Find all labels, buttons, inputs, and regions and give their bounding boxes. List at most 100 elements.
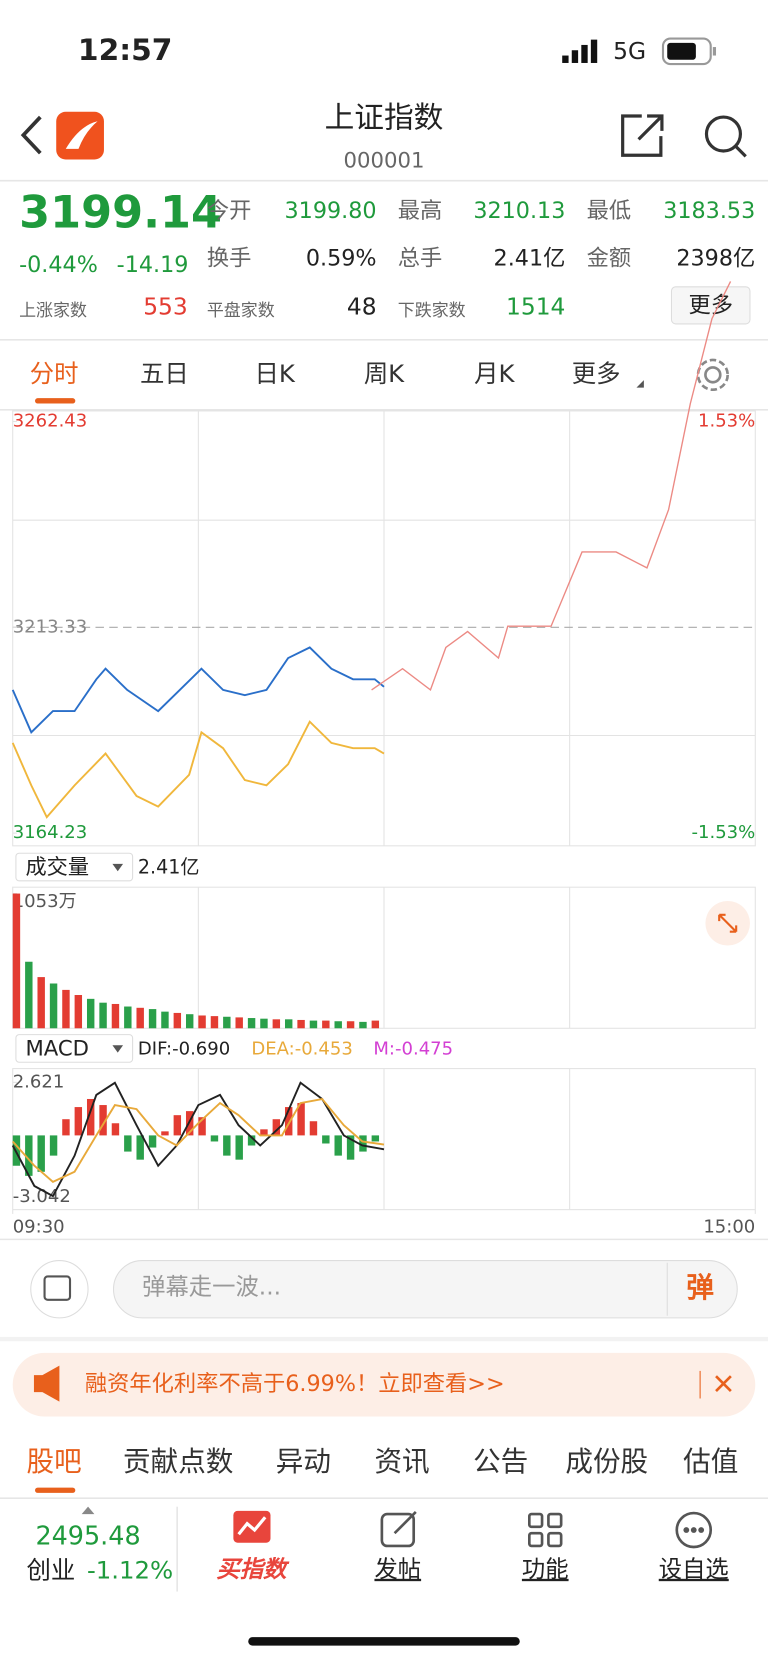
volume-bar — [37, 977, 45, 1029]
back-button[interactable] — [20, 115, 42, 155]
chart-tab[interactable]: 更多 — [572, 359, 621, 388]
buy-icon — [233, 1510, 271, 1543]
chart-frame — [12, 410, 756, 1211]
field-value: 3210.13 — [473, 198, 565, 224]
field-label: 今开 — [207, 198, 252, 224]
x-tick-label: 09:30 — [13, 1217, 65, 1238]
section-tab[interactable]: 估值 — [683, 1445, 738, 1478]
field-label: 换手 — [207, 246, 252, 272]
volume-bar — [111, 1003, 120, 1029]
chart-tab[interactable]: 日K — [255, 359, 296, 388]
chart-tab[interactable]: 分时 — [30, 359, 79, 388]
breadth-label: 下跌家数 — [398, 301, 466, 321]
search-button[interactable] — [704, 115, 747, 158]
field-value: 3199.80 — [284, 198, 376, 224]
volume-bar — [223, 1016, 231, 1029]
volume-bar — [334, 1021, 342, 1029]
section-tab[interactable]: 股吧 — [27, 1445, 82, 1478]
nav-item[interactable]: 功能 — [522, 1555, 569, 1583]
share-button[interactable] — [621, 114, 664, 157]
index-change: -1.12% — [87, 1555, 173, 1584]
chart-tab[interactable]: 五日 — [140, 359, 189, 388]
volume-bar — [359, 1021, 367, 1029]
comment-input[interactable] — [112, 1260, 738, 1319]
post-icon — [380, 1511, 417, 1548]
section-tab[interactable]: 公告 — [473, 1445, 528, 1478]
nav-item[interactable]: 设自选 — [659, 1555, 729, 1583]
breadth-label: 平盘家数 — [207, 301, 275, 321]
macd-bar — [309, 1121, 318, 1136]
volume-bar — [173, 1012, 182, 1029]
volume-bar — [185, 1014, 194, 1029]
chart-tab[interactable]: 月K — [474, 359, 515, 388]
more-label: 更多 — [688, 292, 733, 318]
volume-bar — [161, 1011, 169, 1029]
expand-button[interactable] — [705, 900, 750, 946]
field-value: 2.41亿 — [494, 246, 566, 272]
app-logo[interactable] — [56, 111, 104, 160]
breadth-value: 553 — [143, 293, 188, 321]
field-label: 金额 — [587, 246, 632, 272]
macd-bar — [322, 1135, 330, 1144]
nav-item[interactable]: 买指数 — [216, 1555, 290, 1583]
dropdown-arrow — [112, 1045, 124, 1053]
last-price: 3199.14 — [19, 187, 222, 239]
collapse-arrow[interactable] — [81, 1506, 95, 1515]
macd-bar — [173, 1115, 182, 1136]
signal-icon — [562, 39, 598, 63]
macd-bar — [260, 1129, 268, 1136]
danmaku-button[interactable]: 弹 — [686, 1271, 714, 1304]
y-tick-label: 1053万 — [13, 891, 77, 912]
section-tab[interactable]: 资讯 — [374, 1445, 429, 1478]
section-tab[interactable]: 贡献点数 — [123, 1445, 233, 1478]
network: 5G — [613, 37, 646, 65]
comment-placeholder: 弹幕走一波... — [142, 1273, 281, 1301]
megaphone-icon — [33, 1365, 60, 1402]
volume-bar — [371, 1020, 380, 1029]
volume-bar — [297, 1019, 305, 1029]
macd-bar — [99, 1105, 107, 1136]
price-line — [11, 646, 385, 734]
nav-item[interactable]: 发帖 — [374, 1555, 421, 1583]
y2-tick-label: 1.53% — [698, 411, 755, 432]
field-value: 3183.53 — [663, 198, 755, 224]
volume-bar — [322, 1020, 330, 1029]
volume-bar — [235, 1017, 243, 1029]
macd-line — [12, 1097, 385, 1184]
macd-bar — [62, 1119, 70, 1136]
macd-bar — [334, 1135, 342, 1156]
section-tab[interactable]: 异动 — [276, 1445, 331, 1478]
dif-label: DIF:-0.690 — [138, 1038, 230, 1059]
dropdown-arrow — [636, 380, 644, 388]
indicator-name: MACD — [25, 1036, 89, 1061]
chart-tab[interactable]: 周K — [364, 359, 405, 388]
battery-icon — [661, 37, 717, 66]
change: -14.19 — [117, 252, 189, 278]
close-button[interactable] — [715, 1375, 732, 1392]
breadth-label: 上涨家数 — [19, 301, 87, 321]
volume-bar — [25, 961, 33, 1029]
macd-bar — [86, 1098, 95, 1136]
macd-bar — [297, 1103, 305, 1136]
breadth-value: 1514 — [506, 293, 565, 321]
volume-bar — [74, 995, 83, 1029]
field-label: 总手 — [398, 246, 443, 272]
macd-bar — [223, 1135, 231, 1156]
indicator-selector[interactable] — [15, 1034, 134, 1063]
field-value: 2398亿 — [676, 246, 755, 272]
indicator-selector[interactable] — [15, 852, 134, 882]
settings-button[interactable] — [696, 358, 730, 392]
y-tick-label: 3164.23 — [13, 822, 88, 843]
dropdown-arrow — [112, 863, 124, 872]
volume-bar — [272, 1019, 281, 1029]
clock: 12:57 — [78, 33, 172, 68]
tab-indicator — [35, 398, 76, 404]
section-tab[interactable]: 成份股 — [565, 1445, 648, 1478]
ad-banner[interactable] — [12, 1352, 756, 1417]
home-indicator — [248, 1637, 520, 1646]
watchlist-icon — [675, 1511, 713, 1549]
volume-bar — [148, 1009, 157, 1029]
macd-bar — [371, 1135, 380, 1142]
note-button[interactable] — [30, 1260, 89, 1319]
